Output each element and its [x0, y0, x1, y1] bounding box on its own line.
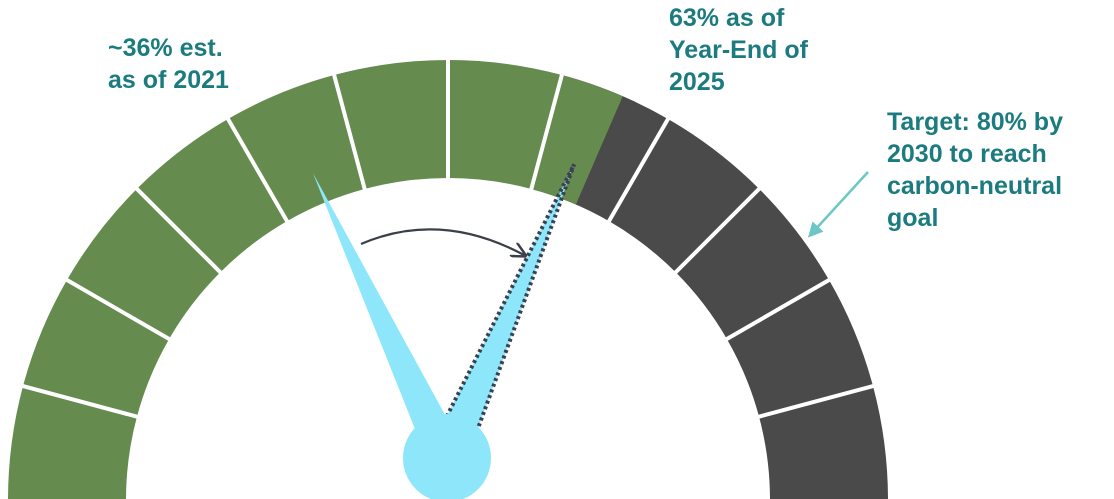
- gauge-segment-divider: [672, 186, 762, 276]
- gauge-segment-divider: [64, 277, 172, 342]
- gauge-segment-divider: [225, 116, 290, 224]
- target-2030-label: Target: 80% by 2030 to reach carbon-neut…: [887, 108, 1063, 232]
- year-end-2025-label: 63% as of Year-End of 2025: [669, 4, 808, 96]
- gauge-hub: [403, 414, 491, 499]
- gauge-segment-divider: [331, 72, 368, 192]
- gauge-segment-divider: [528, 72, 565, 192]
- gauge-segment-filled: [448, 60, 562, 189]
- gauge-segment-remaining: [759, 386, 888, 499]
- progress-arrow: [360, 228, 524, 255]
- gauge-overlays: [312, 163, 869, 499]
- gauge-segment-filled: [228, 74, 365, 222]
- target-pointer-arrow: [807, 171, 869, 238]
- gauge-segment-remaining: [726, 280, 874, 417]
- gauge-segment-filled: [22, 280, 170, 417]
- gauge-segment-divider: [20, 383, 140, 420]
- estimate-2021-label: ~36% est. as of 2021: [108, 34, 229, 94]
- gauge-segment-divider: [724, 277, 832, 342]
- gauge-segment-divider: [756, 383, 876, 420]
- needle-2021: [312, 172, 465, 467]
- gauge-segment-divider: [606, 116, 671, 224]
- gauge-segments: [8, 58, 888, 499]
- gauge-segment-divider: [134, 186, 224, 276]
- gauge-segment-filled: [8, 386, 137, 499]
- gauge-segment-filled: [334, 60, 448, 189]
